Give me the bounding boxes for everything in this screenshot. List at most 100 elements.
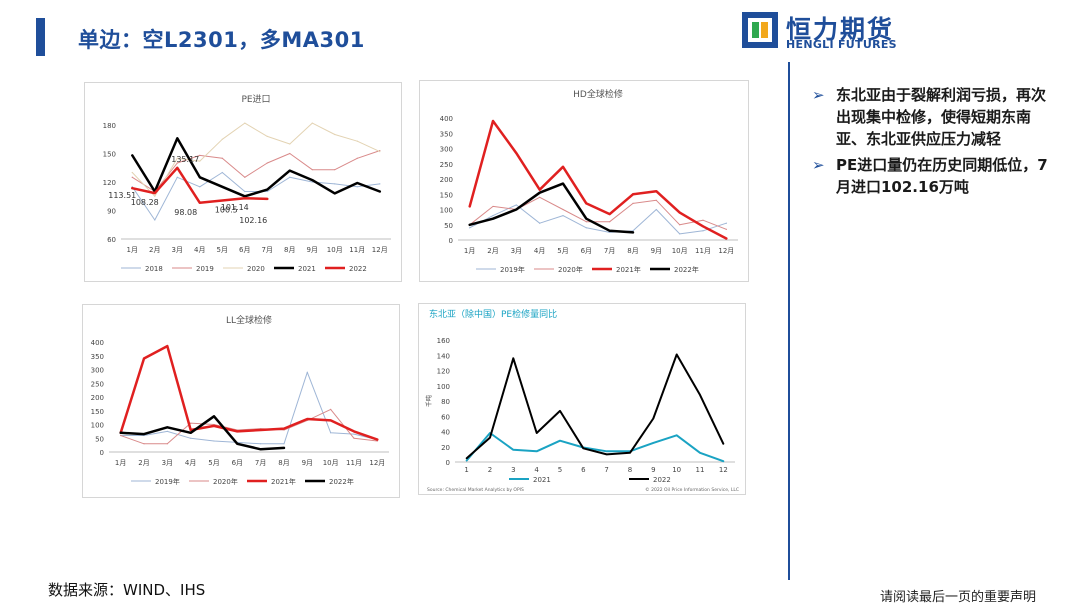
x-tick-label: 10 [672,466,681,474]
x-tick-label: 4月 [185,459,196,467]
data-point [260,443,262,445]
data-point [585,221,587,223]
legend-label: 2020年 [213,477,238,486]
x-tick-label: 10月 [323,459,339,467]
title-accent-bar [36,18,45,56]
data-point [244,197,246,199]
data-point [213,440,215,442]
data-point [221,171,223,174]
chart-hd-maintenance-svg: HD全球检修 0 50 100 150 200 250 300 350 400 1月 2月 3月 4月 5月… [440,88,738,274]
data-point [492,205,494,208]
data-point [131,176,133,178]
data-point [632,193,634,195]
data-source-note: 数据来源：WIND、IHS [48,581,206,599]
y-tick-label: 200 [91,394,104,402]
data-point [283,428,285,430]
data-point [466,457,468,459]
data-point [289,143,291,145]
y-tick-label: 300 [91,367,104,375]
data-point [655,190,657,192]
data-point [143,433,145,435]
x-tick-label: 1月 [115,459,126,467]
y-tick-label: 200 [440,176,453,184]
y-tick-label: 20 [441,444,450,452]
x-tick-label: 7月 [255,459,266,467]
data-point [562,208,564,211]
y-tick-label: 400 [91,339,104,347]
legend-label: 2019 [196,265,214,273]
y-tick-label: 90 [107,208,116,216]
y-tick-label: 50 [444,222,453,230]
data-point [469,224,471,226]
data-point [725,237,727,240]
bullet-item: ➢ 东北亚由于裂解利润亏损，再次出现集中检修，使得短期东南亚、东北亚供应压力减轻 [812,84,1052,150]
x-tick-label: 12月 [369,459,385,467]
data-point [606,453,608,455]
y-tick-label: 0 [449,237,453,245]
data-point [652,417,654,420]
logo-english-name: HENGLI FUTURES [786,38,897,51]
y-tick-label: 40 [441,429,450,437]
y-tick-label: 0 [100,449,104,457]
data-point [539,196,541,198]
data-point [562,182,564,185]
data-point [652,442,654,444]
data-point [154,195,156,197]
data-point [585,218,587,220]
data-point [655,199,657,201]
data-point [466,459,468,462]
y-tick-label: 150 [440,191,453,199]
data-point [679,224,681,226]
page-title: 单边：空L2301，多MA301 [78,28,365,52]
x-tick-label: 12 [719,466,728,474]
x-tick-label: 11 [696,466,705,474]
data-point [609,231,611,233]
data-point [190,422,192,424]
x-tick-label: 7月 [262,246,273,254]
legend-label: 2018 [145,265,163,273]
data-label: 101.14 [221,203,249,212]
data-point [199,160,201,162]
data-point [131,171,133,174]
data-point [166,443,168,445]
data-point [585,227,587,229]
data-point [353,430,355,432]
legend-label: 2022年 [674,265,699,274]
data-point [120,434,122,437]
y-tick-label: 350 [440,130,453,138]
y-tick-label: 100 [437,383,450,391]
data-point [582,447,584,449]
x-tick-label: 5月 [557,247,568,255]
x-tick-label: 2月 [149,246,160,254]
data-point [244,195,246,197]
vertical-divider [788,62,790,580]
bullet-arrow-icon: ➢ [812,86,825,104]
legend-label: 2021 [298,265,316,273]
x-tick-label: 3月 [172,246,183,254]
data-point [143,443,145,445]
data-point [559,440,561,442]
data-point [539,222,541,224]
data-point [379,151,381,153]
data-label: 102.16 [239,216,267,225]
data-point [539,192,541,194]
x-tick-label: 5月 [208,459,219,467]
data-point [489,437,491,439]
x-tick-label: 6月 [239,246,250,254]
data-point [334,133,336,136]
data-point [311,122,313,124]
x-tick-label: 7月 [604,247,615,255]
data-label: 113.51 [108,191,136,200]
x-tick-label: 2月 [487,247,498,255]
series-line-2020年 [469,196,727,230]
copyright-note: © 2022 Oil Price Information Service, LL… [645,486,739,493]
x-tick-label: 4 [534,466,539,474]
data-point [154,219,156,221]
data-point [515,208,517,211]
data-point [289,176,291,178]
data-point [515,204,517,206]
data-point [492,218,494,220]
x-tick-label: 5 [558,466,562,474]
data-point [199,186,201,188]
data-point [632,231,634,233]
